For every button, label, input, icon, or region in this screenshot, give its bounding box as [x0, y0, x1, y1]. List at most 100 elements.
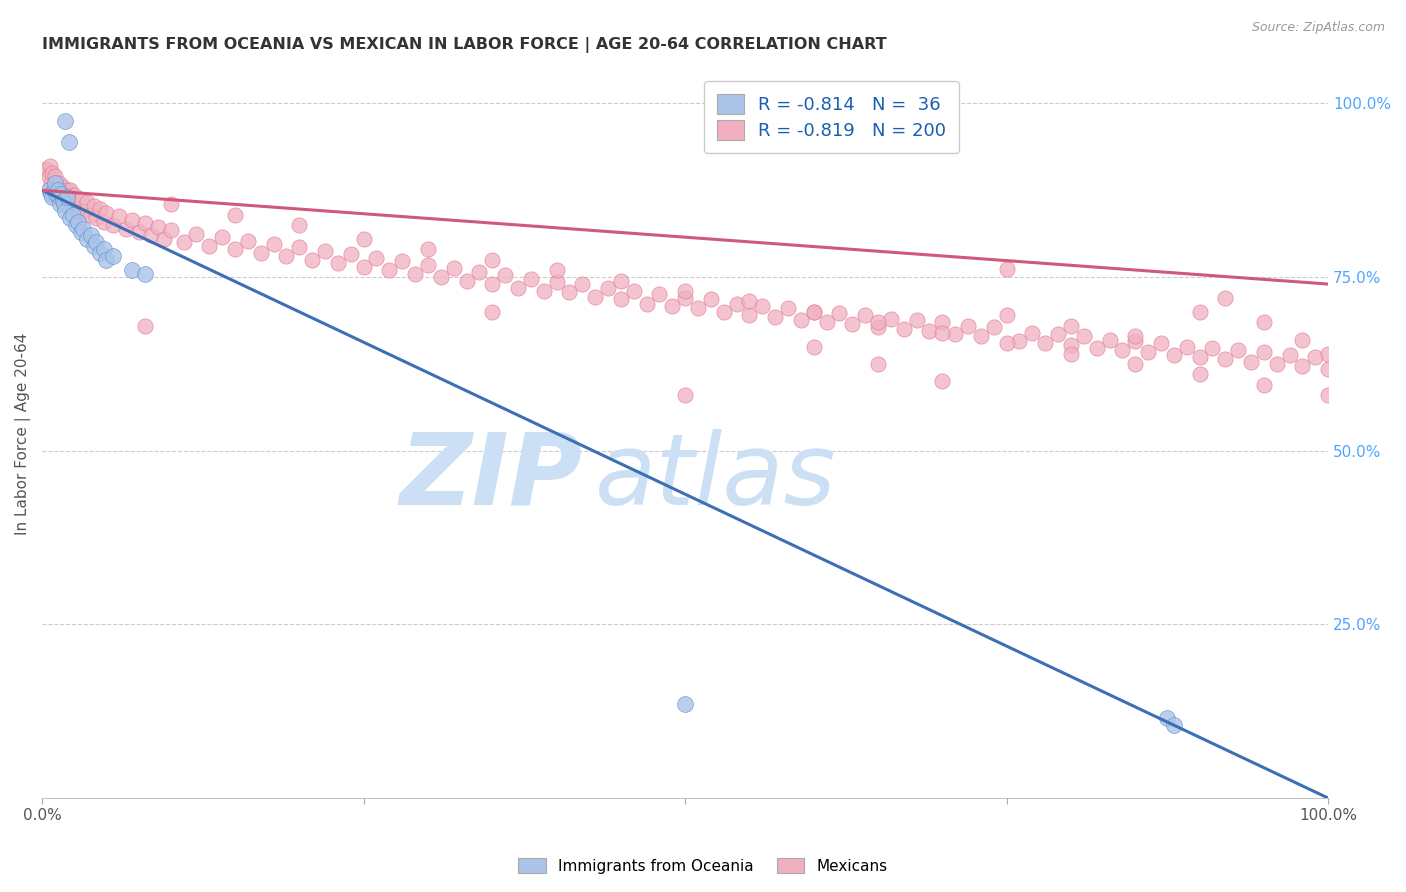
Point — [45, 179, 67, 194]
Point — [506, 280, 529, 294]
Point — [288, 218, 311, 232]
Point — [276, 249, 298, 263]
Point — [1317, 361, 1340, 376]
Point — [83, 239, 105, 253]
Point — [211, 230, 233, 244]
Point — [1163, 718, 1185, 732]
Point — [1188, 305, 1211, 319]
Point — [636, 296, 658, 310]
Point — [76, 195, 98, 210]
Point — [1021, 326, 1043, 340]
Point — [159, 223, 181, 237]
Point — [49, 197, 72, 211]
Point — [38, 183, 60, 197]
Point — [546, 263, 568, 277]
Point — [1085, 341, 1108, 355]
Point — [803, 305, 825, 319]
Point — [67, 214, 90, 228]
Point — [53, 204, 76, 219]
Point — [880, 311, 903, 326]
Point — [44, 169, 66, 184]
Point — [957, 318, 980, 333]
Point — [725, 296, 748, 310]
Point — [943, 327, 966, 342]
Y-axis label: In Labor Force | Age 20-64: In Labor Force | Age 20-64 — [15, 332, 31, 534]
Point — [58, 135, 80, 149]
Point — [815, 315, 838, 329]
Point — [42, 183, 65, 197]
Point — [48, 190, 70, 204]
Point — [314, 244, 336, 258]
Point — [1213, 352, 1236, 367]
Point — [89, 245, 111, 260]
Point — [623, 284, 645, 298]
Point — [1123, 357, 1146, 371]
Point — [69, 192, 91, 206]
Point — [84, 211, 107, 225]
Point — [173, 235, 195, 250]
Point — [72, 221, 94, 235]
Point — [1123, 334, 1146, 348]
Point — [610, 274, 633, 288]
Point — [55, 190, 77, 204]
Point — [1188, 368, 1211, 382]
Text: ZIP: ZIP — [399, 429, 582, 525]
Point — [571, 277, 593, 291]
Point — [1060, 338, 1083, 352]
Point — [35, 162, 58, 177]
Point — [80, 228, 103, 243]
Point — [52, 179, 75, 194]
Point — [546, 275, 568, 289]
Point — [893, 322, 915, 336]
Point — [533, 284, 555, 298]
Point — [89, 202, 111, 216]
Point — [53, 186, 76, 201]
Point — [429, 270, 451, 285]
Point — [59, 211, 82, 225]
Point — [1317, 388, 1340, 402]
Point — [1317, 346, 1340, 360]
Point — [224, 208, 246, 222]
Point — [1033, 336, 1056, 351]
Point — [108, 209, 131, 223]
Point — [866, 357, 889, 371]
Point — [39, 177, 62, 191]
Point — [353, 260, 375, 274]
Point — [673, 388, 696, 402]
Point — [931, 326, 953, 340]
Point — [1213, 291, 1236, 305]
Point — [72, 204, 94, 219]
Point — [76, 232, 98, 246]
Point — [853, 309, 876, 323]
Point — [1303, 350, 1326, 364]
Point — [101, 249, 124, 263]
Point — [80, 208, 103, 222]
Point — [53, 113, 76, 128]
Text: atlas: atlas — [595, 429, 837, 525]
Text: IMMIGRANTS FROM OCEANIA VS MEXICAN IN LABOR FORCE | AGE 20-64 CORRELATION CHART: IMMIGRANTS FROM OCEANIA VS MEXICAN IN LA… — [42, 37, 887, 54]
Point — [46, 183, 69, 197]
Point — [738, 309, 761, 323]
Point — [1227, 343, 1250, 357]
Point — [96, 206, 118, 220]
Point — [59, 183, 82, 197]
Point — [53, 197, 76, 211]
Point — [751, 299, 773, 313]
Point — [101, 218, 124, 232]
Point — [38, 159, 60, 173]
Point — [339, 247, 361, 261]
Point — [700, 293, 723, 307]
Point — [866, 320, 889, 334]
Point — [134, 267, 156, 281]
Point — [468, 264, 491, 278]
Point — [353, 232, 375, 246]
Point — [134, 216, 156, 230]
Point — [481, 277, 503, 291]
Point — [326, 256, 349, 270]
Point — [931, 315, 953, 329]
Point — [48, 177, 70, 191]
Point — [416, 258, 439, 272]
Point — [673, 291, 696, 305]
Point — [134, 318, 156, 333]
Point — [661, 299, 683, 313]
